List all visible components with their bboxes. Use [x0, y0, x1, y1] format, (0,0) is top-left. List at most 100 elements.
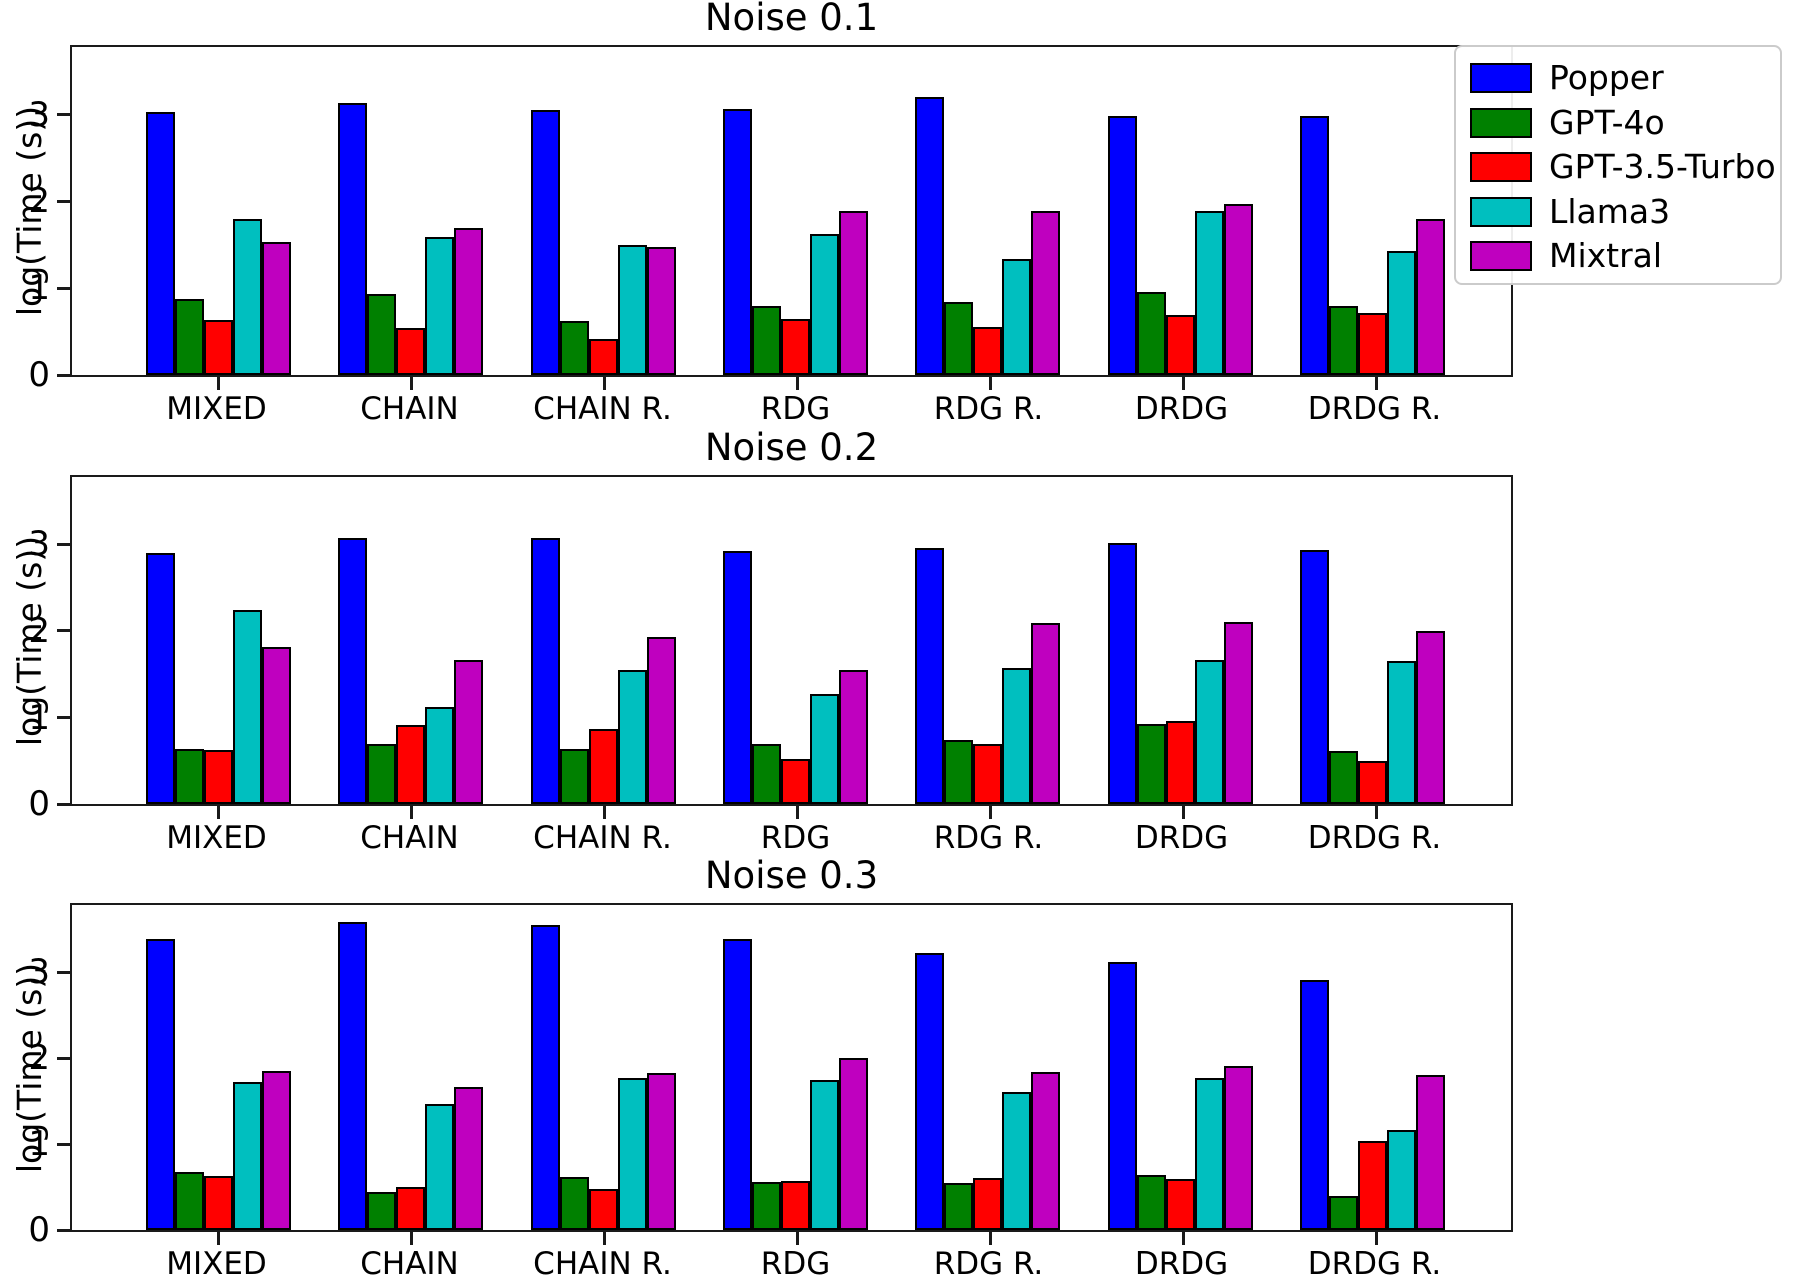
bar-llama3	[425, 1104, 455, 1230]
bar-group-rdg	[699, 47, 891, 375]
x-tick-label: CHAIN R.	[533, 1246, 672, 1282]
bar-gpt-4o	[751, 306, 781, 375]
y-tick-label: 2	[28, 610, 50, 651]
y-tick-label: 1	[28, 697, 50, 738]
bar-mixtral	[454, 660, 484, 804]
bar-group-drdg-r-	[1277, 905, 1469, 1230]
bar-gpt-3-5-turbo	[1358, 1140, 1388, 1230]
legend-swatch-popper	[1470, 63, 1532, 93]
bar-gpt-3-5-turbo	[1358, 312, 1388, 375]
x-tick-label: CHAIN	[360, 820, 459, 856]
y-tick-mark	[57, 1056, 70, 1060]
y-tick-mark	[57, 716, 70, 719]
y-tick-mark	[57, 970, 70, 974]
x-tick-label: RDG	[760, 820, 831, 856]
bar-mixtral	[1031, 623, 1061, 804]
bar-popper	[338, 102, 368, 375]
bar-gpt-3-5-turbo	[1165, 315, 1195, 375]
bar-gpt-4o	[559, 748, 589, 804]
legend-swatch-llama3	[1470, 196, 1532, 227]
x-tick-label: DRDG	[1134, 391, 1229, 427]
legend-swatch-gpt-3-5-turbo	[1470, 152, 1532, 182]
bar-group-chain	[314, 905, 506, 1230]
bar-mixtral	[1031, 1071, 1061, 1230]
y-tick-mark	[57, 802, 70, 806]
bar-gpt-4o	[559, 321, 589, 375]
bar-mixtral	[454, 227, 484, 375]
bar-gpt-4o	[174, 1172, 204, 1230]
bar-gpt-4o	[944, 739, 974, 804]
bar-gpt-4o	[1329, 751, 1359, 804]
bar-popper	[1300, 549, 1330, 804]
bar-gpt-3-5-turbo	[973, 1178, 1003, 1230]
bar-popper	[530, 110, 560, 375]
bar-popper	[145, 553, 175, 804]
bar-gpt-3-5-turbo	[780, 1181, 810, 1230]
x-tick-mark	[989, 1232, 992, 1245]
x-tick-mark	[217, 377, 220, 390]
y-tick-label: 0	[28, 1210, 50, 1250]
bar-llama3	[232, 218, 262, 375]
bar-llama3	[1194, 1077, 1224, 1230]
x-tick-label: CHAIN	[360, 391, 459, 427]
bar-mixtral	[261, 646, 291, 804]
bar-gpt-3-5-turbo	[396, 725, 426, 804]
bar-gpt-3-5-turbo	[780, 319, 810, 375]
bar-popper	[1300, 116, 1330, 375]
bar-llama3	[809, 233, 839, 375]
x-tick-labels: MIXED CHAIN CHAIN R. RDG RDG R. DRDG DRDG R.	[70, 1246, 1513, 1282]
x-tick-mark	[410, 806, 413, 819]
bar-mixtral	[1416, 1075, 1446, 1230]
bar-mixtral	[646, 637, 676, 804]
bar-gpt-3-5-turbo	[973, 744, 1003, 804]
y-tick-label: 1	[28, 1124, 50, 1165]
x-tick-labels: MIXED CHAIN CHAIN R. RDG RDG R. DRDG DRDG R.	[70, 820, 1513, 856]
bar-mixtral	[838, 669, 868, 804]
bar-popper	[530, 924, 560, 1230]
bar-gpt-3-5-turbo	[396, 1187, 426, 1230]
subplot-title: Noise 0.1	[704, 0, 879, 39]
bar-popper	[915, 953, 945, 1230]
bar-mixtral	[838, 211, 868, 375]
bar-mixtral	[261, 242, 291, 375]
bar-popper	[1107, 961, 1137, 1230]
bar-llama3	[1002, 258, 1032, 375]
bar-group-mixed	[122, 477, 314, 804]
x-tick-mark	[796, 806, 799, 819]
bar-gpt-4o	[1136, 1174, 1166, 1230]
bars-layer	[72, 47, 1511, 375]
bar-group-mixed	[122, 905, 314, 1230]
subplot-title: Noise 0.2	[704, 426, 879, 469]
bar-llama3	[809, 694, 839, 804]
legend-swatch-gpt-4o	[1470, 107, 1532, 138]
bar-llama3	[1387, 250, 1417, 375]
bar-gpt-3-5-turbo	[1165, 720, 1195, 804]
bar-llama3	[1002, 668, 1032, 804]
x-tick-mark	[1182, 806, 1185, 819]
bar-group-rdg	[699, 477, 891, 804]
bar-group-chain-r-	[507, 47, 699, 375]
bar-mixtral	[1223, 622, 1253, 804]
bars-layer	[72, 477, 1511, 804]
bar-llama3	[617, 669, 647, 804]
x-tick-mark	[796, 377, 799, 390]
x-tick-label: RDG R.	[933, 820, 1044, 856]
bar-popper	[1300, 979, 1330, 1230]
bar-group-drdg	[1084, 47, 1276, 375]
plot-area: 0 1 2 3	[28, 903, 1513, 1250]
bar-popper	[338, 537, 368, 804]
bar-gpt-4o	[944, 1182, 974, 1230]
bar-gpt-4o	[367, 744, 397, 804]
bar-llama3	[1194, 211, 1224, 375]
bar-gpt-3-5-turbo	[588, 338, 618, 375]
y-tick-mark	[57, 113, 70, 117]
bar-mixtral	[646, 247, 676, 375]
y-tick-mark	[57, 199, 70, 203]
bar-popper	[1107, 116, 1137, 375]
bar-mixtral	[838, 1058, 868, 1230]
bar-gpt-4o	[367, 1192, 397, 1230]
bars-layer	[72, 905, 1511, 1230]
bar-llama3	[425, 237, 455, 375]
x-tick-labels: MIXED CHAIN CHAIN R. RDG RDG R. DRDG DRDG R.	[70, 391, 1513, 427]
bar-popper	[722, 108, 752, 375]
